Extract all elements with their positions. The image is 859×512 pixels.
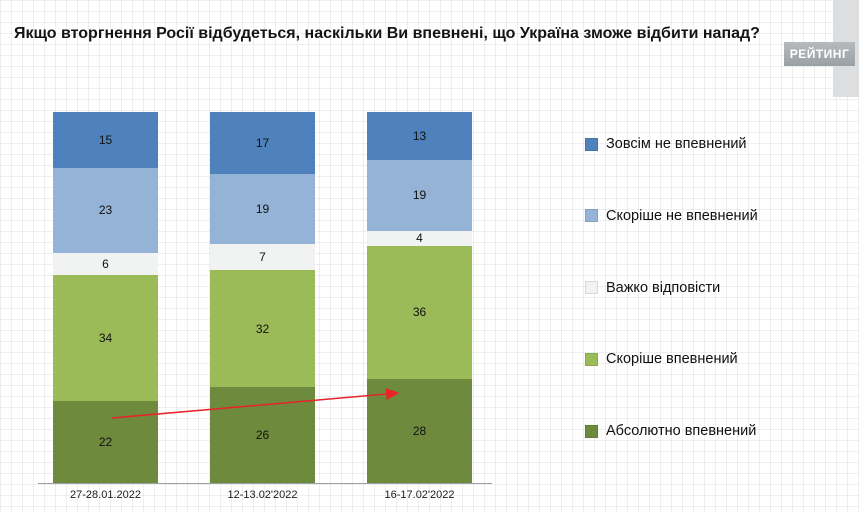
bar-segment: 15: [53, 112, 158, 168]
page-title: Якщо вторгнення Росії відбудеться, наскі…: [14, 25, 760, 42]
bar-segment: 4: [367, 230, 472, 246]
segment-value-label: 36: [412, 305, 427, 320]
legend-label: Важко відповісти: [606, 279, 721, 296]
segment-value-label: 15: [98, 132, 113, 147]
bar-segment: 28: [367, 379, 472, 483]
chart-legend: Зовсім не впевнений Скоріше не впевнений В…: [585, 136, 758, 439]
bar-segment: 6: [53, 252, 158, 276]
legend-swatch: [585, 137, 598, 151]
bar-segment: 32: [210, 269, 315, 388]
x-axis-label: 16-17.02'2022: [384, 489, 455, 501]
bar-segment: 22: [53, 401, 158, 483]
bar-segment: 17: [210, 112, 315, 175]
bar-column: 15 23 6 34 22: [53, 112, 158, 483]
legend-label: Скоріше впевнений: [606, 351, 738, 368]
rating-logo: РЕЙТИНГ: [784, 42, 855, 66]
segment-value-label: 28: [412, 424, 427, 439]
segment-value-label: 26: [255, 428, 270, 443]
segment-value-label: 32: [255, 321, 270, 336]
bar-segment: 26: [210, 387, 315, 483]
legend-swatch: [585, 352, 598, 366]
segment-value-label: 19: [255, 202, 270, 217]
bar-segment: 7: [210, 244, 315, 270]
legend-label: Зовсім не впевнений: [606, 136, 747, 152]
legend-item: Абсолютно впевнений: [585, 423, 758, 439]
segment-value-label: 22: [98, 435, 113, 450]
x-axis-label: 27-28.01.2022: [70, 489, 141, 501]
bar-segment: 23: [53, 167, 158, 253]
bar-segment: 19: [210, 174, 315, 245]
bar-segment: 19: [367, 160, 472, 231]
segment-value-label: 6: [102, 257, 109, 272]
x-axis-label: 12-13.02'2022: [227, 489, 298, 501]
x-axis-line: [38, 483, 492, 484]
segment-value-label: 7: [259, 250, 266, 265]
bar-segment: 36: [367, 245, 472, 380]
segment-value-label: 17: [255, 136, 270, 151]
bar-segment: 34: [53, 275, 158, 402]
segment-value-label: 34: [98, 331, 113, 346]
segment-value-label: 4: [416, 231, 423, 246]
legend-label: Абсолютно впевнений: [606, 423, 757, 439]
legend-label: Скоріше не впевнений: [606, 207, 758, 224]
bar-column: 17 19 7 32 26: [210, 112, 315, 483]
stacked-bar-chart: 15 23 6 34 22 17 19 7 32 26 13 19 4 36 28: [53, 112, 472, 483]
legend-swatch: [585, 281, 598, 294]
x-axis-labels: 27-28.01.2022 12-13.02'2022 16-17.02'2022: [53, 489, 472, 501]
legend-item: Скоріше не впевнений: [585, 208, 758, 224]
bar-segment: 13: [367, 112, 472, 161]
legend-item: Важко відповісти: [585, 280, 758, 296]
segment-value-label: 23: [98, 203, 113, 218]
legend-swatch: [585, 424, 598, 438]
legend-item: Зовсім не впевнений: [585, 136, 758, 152]
segment-value-label: 13: [412, 129, 427, 144]
bar-column: 13 19 4 36 28: [367, 112, 472, 483]
legend-item: Скоріше впевнений: [585, 351, 758, 367]
segment-value-label: 19: [412, 188, 427, 203]
legend-swatch: [585, 209, 598, 223]
